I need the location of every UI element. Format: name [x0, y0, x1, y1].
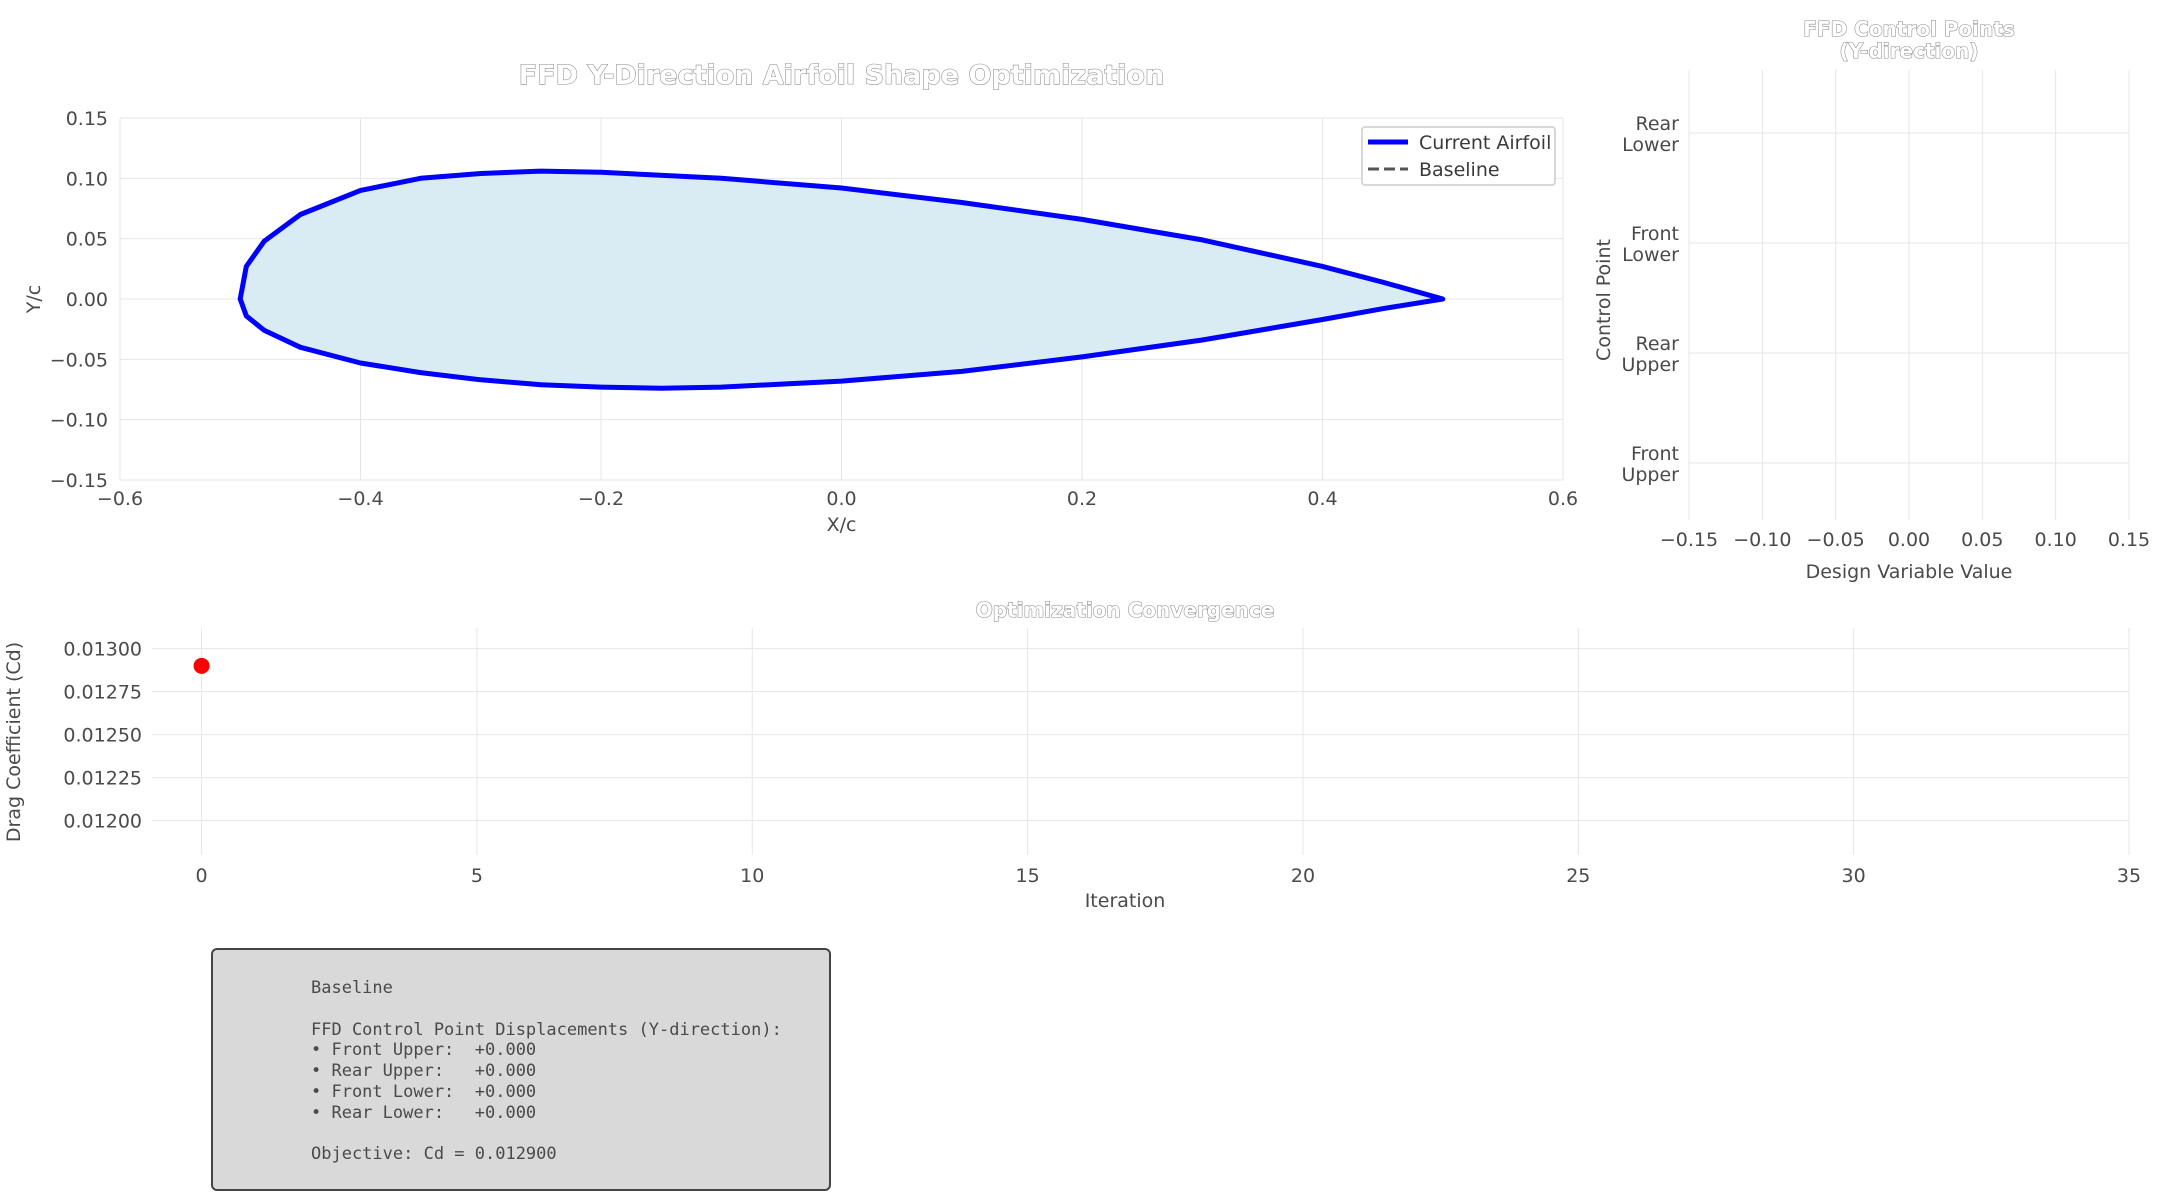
x-tick-label: −0.10	[1733, 529, 1791, 551]
y-tick-label-line: Front	[1631, 443, 1679, 465]
current-airfoil-line	[237, 168, 1446, 391]
x-tick-label: 0.00	[1888, 529, 1930, 551]
x-tick-label: −0.05	[1807, 529, 1865, 551]
x-tick-label: 0	[196, 865, 208, 887]
x-tick-label: 30	[1842, 865, 1866, 887]
airfoil-shape-plot: −0.6 −0.4 −0.2 0.0 0.2 0.4 0.6 −0.15 −0.10 −0.05 0…	[23, 59, 1578, 536]
y-tick-label-line: Rear	[1636, 333, 1680, 355]
y-tick-label: −0.05	[50, 349, 108, 371]
info-box-line: Baseline	[311, 978, 393, 998]
y-tick-label: Front Upper	[1621, 443, 1679, 486]
x-tick-label: 0.15	[2108, 529, 2150, 551]
info-box-line	[311, 999, 829, 1020]
info-box-line	[311, 1124, 829, 1145]
y-tick-label: 0.01225	[63, 768, 142, 790]
info-box-line: Objective: Cd = 0.012900	[311, 1144, 557, 1165]
airfoil-fill	[240, 171, 1443, 389]
y-tick-label: Rear Lower	[1622, 113, 1679, 156]
x-axis-label: Design Variable Value	[1806, 561, 2013, 583]
x-tick-label: 0.0	[826, 488, 856, 510]
legend-current-airfoil-label: Current Airfoil	[1419, 132, 1551, 154]
chart-title-line: (Y-direction)	[1840, 39, 1979, 63]
y-tick-label-line: Upper	[1621, 464, 1679, 486]
legend-frame	[1361, 126, 1556, 186]
y-tick-label: −0.10	[50, 410, 108, 432]
y-tick-label: 0.05	[66, 229, 108, 251]
y-tick-label-line: Upper	[1621, 354, 1679, 376]
x-tick-label: 0.4	[1307, 488, 1337, 510]
y-tick-label-line: Rear	[1636, 113, 1680, 135]
y-tick-label: Rear Upper	[1621, 333, 1679, 376]
info-box-line: • Front Lower: +0.000	[311, 1081, 537, 1102]
info-box-line: • Front Upper: +0.000	[311, 1040, 537, 1061]
x-tick-label: 0.6	[1548, 488, 1578, 510]
y-axis-label: Drag Coefficient (Cd)	[3, 642, 25, 842]
chart-title: Optimization Convergence	[976, 598, 1275, 622]
legend-baseline-label: Baseline	[1419, 159, 1500, 181]
y-tick-label: 0.01300	[63, 639, 142, 661]
info-box: Baseline FFD Control Point Displacements …	[211, 948, 831, 1191]
info-box-line: • Rear Lower: +0.000	[311, 1102, 537, 1123]
x-tick-label: 35	[2117, 865, 2141, 887]
y-tick-label-line: Lower	[1622, 134, 1679, 156]
x-tick-label: −0.2	[578, 488, 624, 510]
y-tick-label: 0.00	[66, 289, 108, 311]
y-tick-label: 0.10	[66, 168, 108, 190]
cd-data-point	[193, 657, 210, 674]
x-tick-label: 0.10	[2035, 529, 2077, 551]
info-box-line: FFD Control Point Displacements (Y-direc…	[311, 1019, 782, 1040]
x-tick-label: 25	[1566, 865, 1590, 887]
chart-title: FFD Y-Direction Airfoil Shape Optimizati…	[519, 60, 1164, 91]
legend: Current Airfoil Baseline	[1361, 126, 1556, 186]
y-axis-label: Y/c	[23, 285, 45, 314]
chart-title-line: FFD Control Points	[1803, 17, 2014, 41]
x-tick-label: −0.15	[1660, 529, 1718, 551]
y-tick-label-line: Front	[1631, 223, 1679, 245]
y-tick-label: −0.15	[50, 470, 108, 492]
chart-title: FFD Control Points (Y-direction)	[1803, 17, 2014, 63]
y-tick-label: 0.01275	[63, 682, 142, 704]
y-tick-label: 0.01200	[63, 811, 142, 833]
x-tick-label: 20	[1291, 865, 1315, 887]
y-tick-label: 0.01250	[63, 725, 142, 747]
x-tick-label: 0.05	[1961, 529, 2003, 551]
y-tick-label: 0.15	[66, 108, 108, 130]
y-tick-label: Front Lower	[1622, 223, 1679, 266]
x-axis-label: X/c	[827, 514, 857, 536]
x-tick-label: −0.6	[97, 488, 143, 510]
y-axis-label: Control Point	[1593, 239, 1615, 361]
y-tick-label-line: Lower	[1622, 244, 1679, 266]
x-tick-label: −0.4	[337, 488, 383, 510]
x-tick-label: 15	[1016, 865, 1040, 887]
x-axis-label: Iteration	[1085, 890, 1166, 912]
x-tick-label: 10	[740, 865, 764, 887]
info-box-line: • Rear Upper: +0.000	[311, 1061, 537, 1082]
convergence-plot: 0 5 10 15 20 25 30 35 0.01200 0.01225 0.01250 0.012…	[3, 597, 2141, 912]
x-tick-label: 0.2	[1067, 488, 1097, 510]
x-tick-label: 5	[471, 865, 483, 887]
